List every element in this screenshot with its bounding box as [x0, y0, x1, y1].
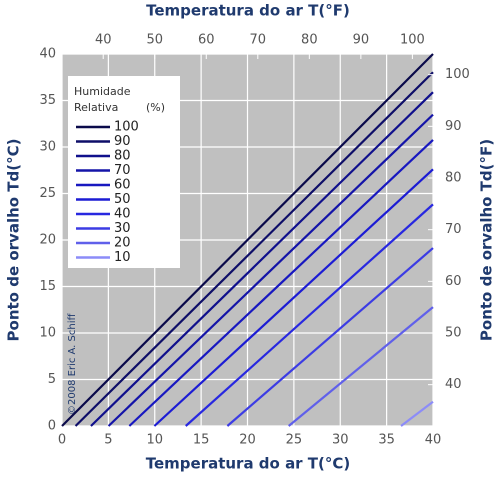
x-tick-label: 40	[425, 433, 442, 448]
y-axis-label: Ponto de orvalho Td(°C)	[5, 139, 23, 342]
series-line	[107, 113, 434, 427]
legend-title: Humidade	[74, 85, 131, 98]
legend-label: 40	[114, 207, 131, 222]
legend-box	[68, 76, 180, 268]
x2-axis-label: Temperatura do ar T(°F)	[146, 2, 350, 20]
y2-tick-label: 50	[445, 326, 462, 341]
y2-tick-label: 60	[445, 274, 462, 289]
copyright: ©2008 Eric A. Schiff	[67, 313, 78, 415]
series-line	[400, 400, 434, 427]
y2-tick-label: 40	[445, 377, 462, 392]
y-tick-label: 5	[48, 372, 56, 387]
x2-tick-label: 90	[353, 33, 370, 48]
legend-label: 50	[114, 192, 131, 207]
y2-axis-label: Ponto de orvalho Td(°F)	[478, 139, 496, 341]
x-tick-label: 10	[146, 433, 163, 448]
series-line	[90, 91, 434, 427]
x2-tick-label: 40	[95, 33, 112, 48]
y-tick-label: 10	[39, 326, 56, 341]
legend-label: 80	[114, 149, 131, 164]
x2-tick-label: 70	[250, 33, 267, 48]
x-axis-label: Temperatura do ar T(°C)	[146, 455, 351, 473]
x-tick-label: 20	[239, 433, 256, 448]
y2-tick-label: 70	[445, 222, 462, 237]
y2-tick-label: 90	[445, 119, 462, 134]
x-tick-label: 15	[193, 433, 210, 448]
series-line	[128, 139, 434, 427]
x-tick-label: 35	[378, 433, 395, 448]
legend-title: (%)	[146, 101, 165, 114]
legend-label: 90	[114, 134, 131, 149]
series-line	[184, 203, 434, 427]
series-line	[287, 306, 434, 427]
x-tick-label: 30	[332, 433, 349, 448]
x2-tick-label: 100	[400, 33, 425, 48]
y-tick-label: 15	[39, 279, 56, 294]
legend-label: 20	[114, 236, 131, 251]
x2-tick-label: 60	[198, 33, 215, 48]
legend-title: Relativa	[74, 101, 118, 114]
legend-label: 70	[114, 163, 131, 178]
legend-label: 30	[114, 221, 131, 236]
legend-label: 60	[114, 178, 131, 193]
x2-tick-label: 50	[146, 33, 163, 48]
legend-label: 100	[114, 120, 139, 135]
y-tick-label: 20	[39, 233, 56, 248]
y2-tick-label: 80	[445, 171, 462, 186]
legend-label: 10	[114, 250, 131, 265]
x-tick-label: 25	[286, 433, 303, 448]
y-tick-label: 35	[39, 93, 56, 108]
x2-tick-label: 80	[301, 33, 318, 48]
series-line	[226, 247, 434, 427]
x-tick-label: 0	[58, 433, 66, 448]
y2-tick-label: 100	[445, 67, 470, 82]
x-tick-label: 5	[104, 433, 112, 448]
y-tick-label: 40	[39, 47, 56, 62]
series-line	[74, 71, 434, 427]
y-tick-label: 30	[39, 140, 56, 155]
series-line	[153, 168, 434, 427]
series-line	[61, 53, 434, 427]
y-tick-label: 0	[48, 419, 56, 434]
y-tick-label: 25	[39, 186, 56, 201]
